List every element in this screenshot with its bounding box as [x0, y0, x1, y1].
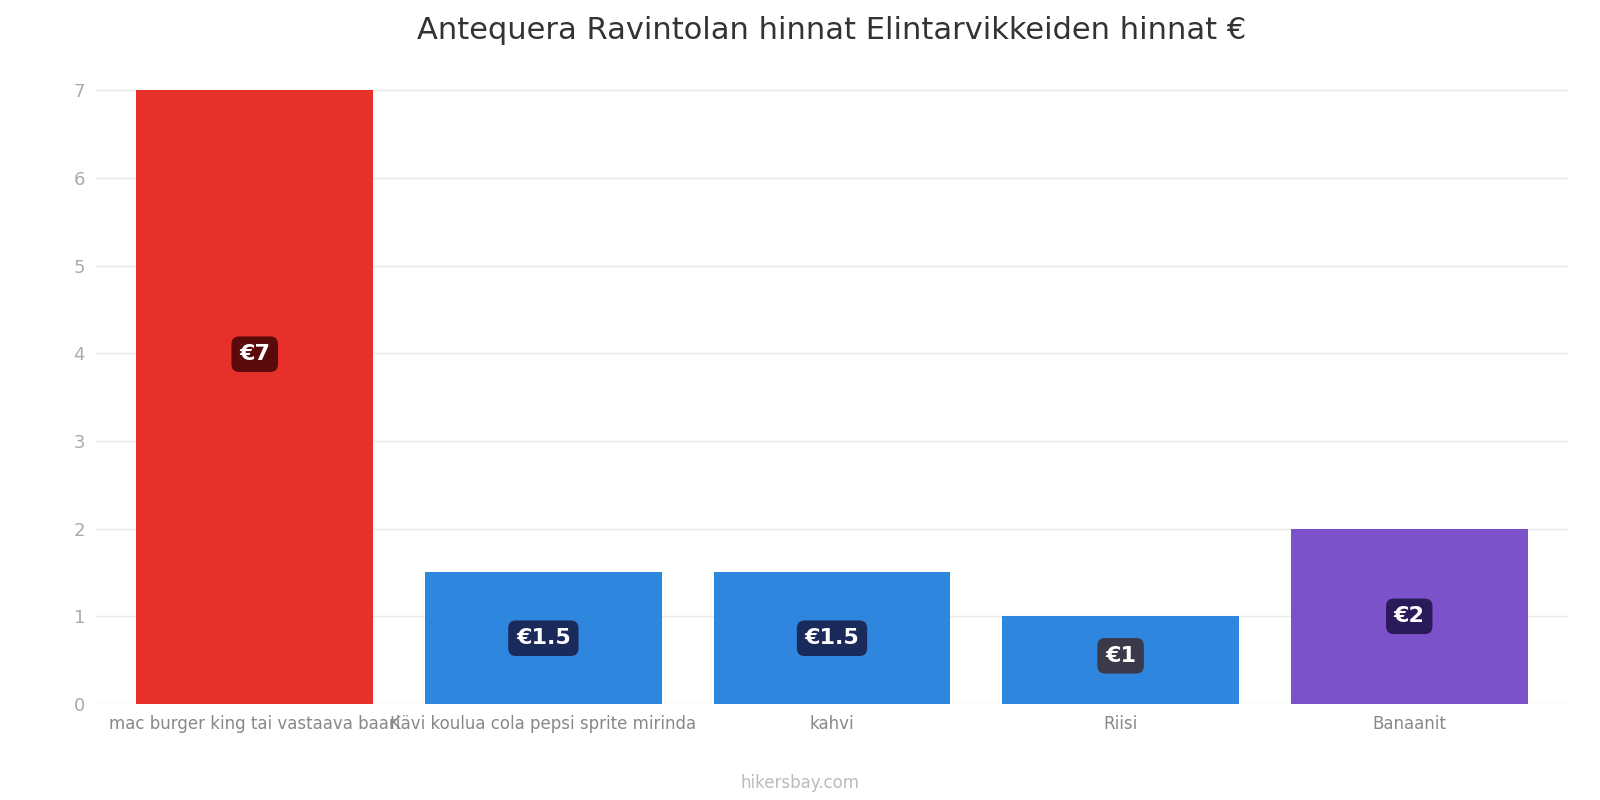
Text: €1.5: €1.5: [515, 628, 571, 648]
Bar: [136, 90, 373, 704]
Text: hikersbay.com: hikersbay.com: [741, 774, 859, 792]
Bar: [426, 573, 662, 704]
Title: Antequera Ravintolan hinnat Elintarvikkeiden hinnat €: Antequera Ravintolan hinnat Elintarvikke…: [418, 16, 1246, 45]
Bar: [1002, 616, 1238, 704]
Text: €1.5: €1.5: [805, 628, 859, 648]
Bar: [1291, 529, 1528, 704]
Text: €2: €2: [1394, 606, 1424, 626]
Text: €7: €7: [240, 344, 270, 364]
Text: €1: €1: [1106, 646, 1136, 666]
Bar: [714, 573, 950, 704]
